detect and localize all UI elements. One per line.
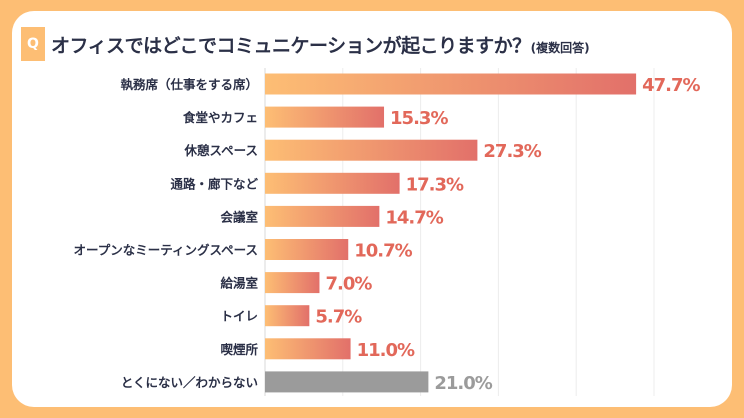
title-note: (複数回答) xyxy=(530,41,590,55)
bar xyxy=(265,239,349,260)
category-label: 休憩スペース xyxy=(183,143,258,158)
question-badge: Q xyxy=(21,27,45,61)
bar xyxy=(265,371,429,393)
value-label: 27.3% xyxy=(483,141,541,162)
bar xyxy=(265,172,400,194)
category-label: 食堂やカフェ xyxy=(182,110,258,125)
value-label: 5.7% xyxy=(315,307,362,328)
value-label: 14.7% xyxy=(385,207,443,228)
bar xyxy=(265,305,310,327)
bar xyxy=(265,205,380,227)
category-label: 給湯室 xyxy=(220,276,258,291)
value-label: 11.0% xyxy=(357,340,415,361)
category-label: 喫煙所 xyxy=(220,342,258,357)
value-label: 10.7% xyxy=(354,241,412,262)
category-label: 通路・廊下など xyxy=(170,176,258,191)
value-label: 21.0% xyxy=(434,373,492,394)
value-label: 17.3% xyxy=(406,174,464,195)
category-label: 会議室 xyxy=(220,209,258,224)
category-label: トイレ xyxy=(220,309,258,324)
bar xyxy=(265,73,637,95)
bar xyxy=(265,106,385,128)
bar xyxy=(265,272,320,294)
value-label: 47.7% xyxy=(642,75,700,96)
bar xyxy=(265,338,351,360)
value-label: 15.3% xyxy=(390,108,448,129)
chart-title: オフィスではどこでコミュニケーションが起こりますか？(複数回答) xyxy=(51,31,590,58)
category-label: とくにない／わからない xyxy=(121,375,258,390)
title-text: オフィスではどこでコミュニケーションが起こりますか？ xyxy=(51,35,531,57)
bar xyxy=(265,139,478,161)
category-label: 執務席（仕事をする席） xyxy=(120,77,258,92)
category-label: オープンなミーティングスペース xyxy=(73,243,258,258)
value-label: 7.0% xyxy=(325,274,372,295)
